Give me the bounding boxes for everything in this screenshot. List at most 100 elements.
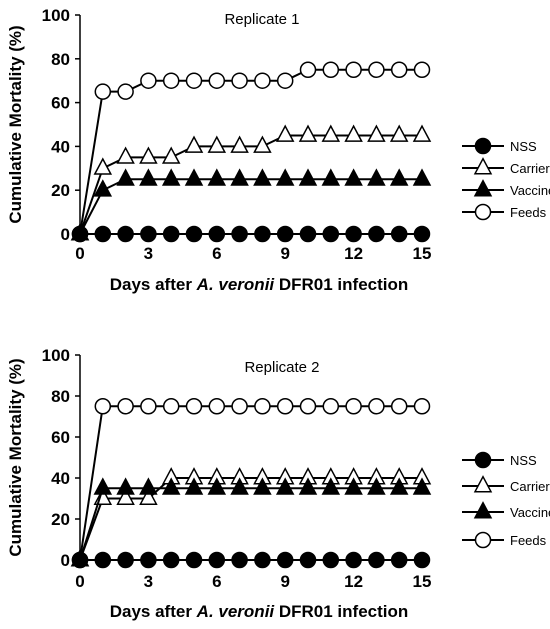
data-point: [139, 477, 158, 495]
data-point: [412, 168, 432, 186]
x-axis-label-part: Days after: [110, 275, 197, 294]
legend-marker: [474, 451, 492, 469]
legend-label: NSS: [510, 453, 537, 468]
legend-label: NSS: [510, 139, 537, 154]
data-point: [299, 225, 317, 243]
data-point: [116, 487, 135, 505]
data-point: [254, 225, 271, 243]
x-tick-label: 9: [280, 572, 289, 591]
data-point: [367, 124, 386, 142]
data-point: [184, 135, 204, 153]
data-point: [93, 477, 113, 495]
data-point: [231, 72, 248, 89]
x-tick-label: 6: [212, 244, 221, 263]
data-point: [390, 551, 408, 569]
x-tick-label: 12: [344, 572, 363, 591]
data-point: [116, 146, 135, 164]
data-point: [162, 72, 180, 89]
data-point: [368, 225, 385, 243]
data-point: [390, 225, 408, 243]
series-line: [79, 477, 422, 561]
x-axis-label-part: DFR01 infection: [274, 602, 408, 621]
data-point: [299, 398, 317, 415]
series-vaccine: [70, 477, 432, 567]
legend-label: Feeds: [510, 205, 547, 220]
data-point: [368, 61, 385, 78]
data-point: [322, 225, 340, 243]
data-point: [71, 551, 89, 569]
x-tick-label: 15: [413, 572, 432, 591]
legend-marker: [473, 475, 493, 493]
y-axis-label: Cumulative Mortality (%): [6, 358, 25, 556]
series-nss: [71, 225, 431, 243]
x-axis-label-part: DFR01 infection: [274, 275, 408, 294]
data-point: [298, 168, 318, 186]
series-carrier: [70, 124, 432, 241]
data-point: [321, 124, 341, 142]
data-point: [161, 477, 181, 495]
y-tick-label: 0: [61, 551, 70, 570]
data-point: [185, 72, 203, 89]
data-point: [140, 225, 157, 243]
data-point: [230, 477, 249, 495]
legend-label: Carrier: [510, 161, 550, 176]
y-tick-label: 40: [51, 469, 70, 488]
data-point: [412, 124, 432, 142]
data-point: [345, 398, 362, 415]
y-tick-label: 0: [61, 225, 70, 244]
series-line: [79, 134, 422, 235]
data-point: [253, 477, 272, 495]
series-line: [79, 178, 422, 235]
data-point: [368, 398, 385, 415]
data-point: [344, 124, 363, 142]
data-point: [298, 477, 318, 495]
data-point: [253, 168, 272, 186]
data-point: [184, 477, 204, 495]
data-point: [322, 61, 340, 78]
x-tick-label: 6: [212, 572, 221, 591]
data-point: [94, 83, 112, 100]
data-point: [299, 551, 317, 569]
data-point: [139, 146, 158, 164]
legend: NSS Carrier Vaccine Feeds: [462, 451, 550, 549]
legend-label: Carrier: [510, 479, 550, 494]
y-tick-label: 40: [51, 137, 70, 156]
series-line: [79, 68, 422, 235]
x-tick-label: 15: [413, 244, 432, 263]
chart-panel-2: 0 20 40 60 80 100 0 3 6 9 12 15 Replicate 2 Cumulativ…: [6, 346, 550, 621]
legend-marker: [474, 531, 492, 549]
data-point: [208, 225, 226, 243]
legend-marker: [473, 179, 493, 197]
data-point: [231, 551, 248, 569]
data-point: [345, 551, 362, 569]
data-point: [344, 168, 363, 186]
data-point: [207, 135, 227, 153]
y-tick-label: 100: [42, 6, 70, 25]
data-point: [207, 477, 227, 495]
data-point: [253, 135, 272, 153]
y-tick-label: 20: [51, 510, 70, 529]
x-tick-label: 0: [75, 572, 84, 591]
data-point: [390, 398, 408, 415]
data-point: [254, 72, 271, 89]
data-point: [389, 124, 409, 142]
data-point: [322, 398, 340, 415]
legend-label: Vaccine: [510, 183, 550, 198]
data-point: [230, 168, 249, 186]
data-point: [185, 398, 203, 415]
data-point: [207, 168, 227, 186]
x-tick-label: 3: [144, 572, 153, 591]
data-point: [344, 477, 363, 495]
data-point: [162, 225, 180, 243]
data-point: [368, 551, 385, 569]
x-tick-label: 9: [280, 244, 289, 263]
series-nss: [71, 551, 431, 569]
data-point: [116, 477, 135, 495]
data-point: [412, 477, 432, 495]
x-tick-label: 3: [144, 244, 153, 263]
data-point: [276, 72, 294, 89]
data-point: [298, 124, 318, 142]
data-point: [275, 477, 295, 495]
data-point: [275, 168, 295, 186]
